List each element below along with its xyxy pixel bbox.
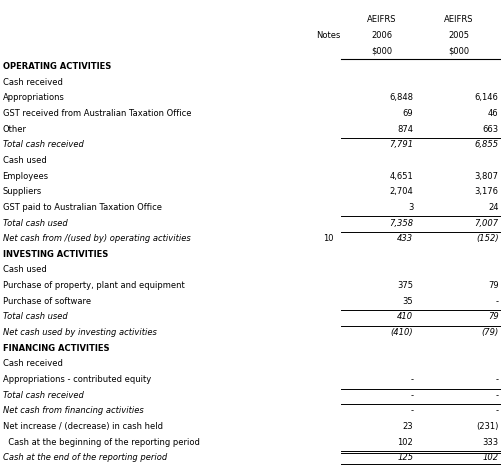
Text: Other: Other: [3, 124, 27, 133]
Text: 24: 24: [488, 203, 498, 212]
Text: 874: 874: [397, 124, 413, 133]
Text: 2006: 2006: [371, 31, 393, 40]
Text: GST received from Australian Taxation Office: GST received from Australian Taxation Of…: [3, 109, 191, 118]
Text: 375: 375: [397, 281, 413, 290]
Text: Net cash from /(used by) operating activities: Net cash from /(used by) operating activ…: [3, 234, 190, 243]
Text: 6,848: 6,848: [389, 93, 413, 102]
Text: 35: 35: [403, 297, 413, 306]
Text: -: -: [495, 391, 498, 400]
Text: 663: 663: [482, 124, 498, 133]
Text: GST paid to Australian Taxation Office: GST paid to Australian Taxation Office: [3, 203, 161, 212]
Text: Appropriations - contributed equity: Appropriations - contributed equity: [3, 375, 151, 384]
Text: (152): (152): [476, 234, 498, 243]
Text: 102: 102: [482, 453, 498, 462]
Text: 6,855: 6,855: [474, 140, 498, 149]
Text: 46: 46: [488, 109, 498, 118]
Text: 10: 10: [323, 234, 333, 243]
Text: 3,176: 3,176: [474, 187, 498, 196]
Text: INVESTING ACTIVITIES: INVESTING ACTIVITIES: [3, 250, 108, 259]
Text: 333: 333: [482, 438, 498, 446]
Text: Notes: Notes: [316, 31, 340, 40]
Text: Appropriations: Appropriations: [3, 93, 65, 102]
Text: 102: 102: [398, 438, 413, 446]
Text: Suppliers: Suppliers: [3, 187, 42, 196]
Text: -: -: [410, 375, 413, 384]
Text: -: -: [410, 406, 413, 416]
Text: Cash at the beginning of the reporting period: Cash at the beginning of the reporting p…: [3, 438, 199, 446]
Text: Cash at the end of the reporting period: Cash at the end of the reporting period: [3, 453, 167, 462]
Text: 7,007: 7,007: [474, 219, 498, 227]
Text: $000: $000: [448, 46, 469, 55]
Text: -: -: [495, 406, 498, 416]
Text: 23: 23: [403, 422, 413, 431]
Text: OPERATING ACTIVITIES: OPERATING ACTIVITIES: [3, 62, 111, 71]
Text: Total cash used: Total cash used: [3, 313, 67, 322]
Text: Cash received: Cash received: [3, 78, 63, 87]
Text: $000: $000: [371, 46, 393, 55]
Text: 410: 410: [397, 313, 413, 322]
Text: (79): (79): [481, 328, 498, 337]
Text: 2,704: 2,704: [390, 187, 413, 196]
Text: 6,146: 6,146: [474, 93, 498, 102]
Text: 69: 69: [403, 109, 413, 118]
Text: FINANCING ACTIVITIES: FINANCING ACTIVITIES: [3, 344, 109, 353]
Text: (231): (231): [476, 422, 498, 431]
Text: Net cash used by investing activities: Net cash used by investing activities: [3, 328, 156, 337]
Text: 2005: 2005: [448, 31, 469, 40]
Text: Employees: Employees: [3, 172, 49, 181]
Text: Cash received: Cash received: [3, 359, 63, 368]
Text: Cash used: Cash used: [3, 265, 46, 275]
Text: 79: 79: [488, 313, 498, 322]
Text: 3,807: 3,807: [474, 172, 498, 181]
Text: 125: 125: [397, 453, 413, 462]
Text: 7,358: 7,358: [389, 219, 413, 227]
Text: -: -: [495, 375, 498, 384]
Text: (410): (410): [391, 328, 413, 337]
Text: Total cash received: Total cash received: [3, 140, 83, 149]
Text: AEIFRS: AEIFRS: [444, 15, 473, 24]
Text: Cash used: Cash used: [3, 156, 46, 165]
Text: -: -: [410, 391, 413, 400]
Text: Total cash received: Total cash received: [3, 391, 83, 400]
Text: AEIFRS: AEIFRS: [367, 15, 397, 24]
Text: Net cash from financing activities: Net cash from financing activities: [3, 406, 143, 416]
Text: 4,651: 4,651: [390, 172, 413, 181]
Text: 3: 3: [408, 203, 413, 212]
Text: -: -: [495, 297, 498, 306]
Text: 79: 79: [488, 281, 498, 290]
Text: Purchase of software: Purchase of software: [3, 297, 91, 306]
Text: Total cash used: Total cash used: [3, 219, 67, 227]
Text: Purchase of property, plant and equipment: Purchase of property, plant and equipmen…: [3, 281, 184, 290]
Text: Net increase / (decrease) in cash held: Net increase / (decrease) in cash held: [3, 422, 162, 431]
Text: 7,791: 7,791: [389, 140, 413, 149]
Text: 433: 433: [397, 234, 413, 243]
